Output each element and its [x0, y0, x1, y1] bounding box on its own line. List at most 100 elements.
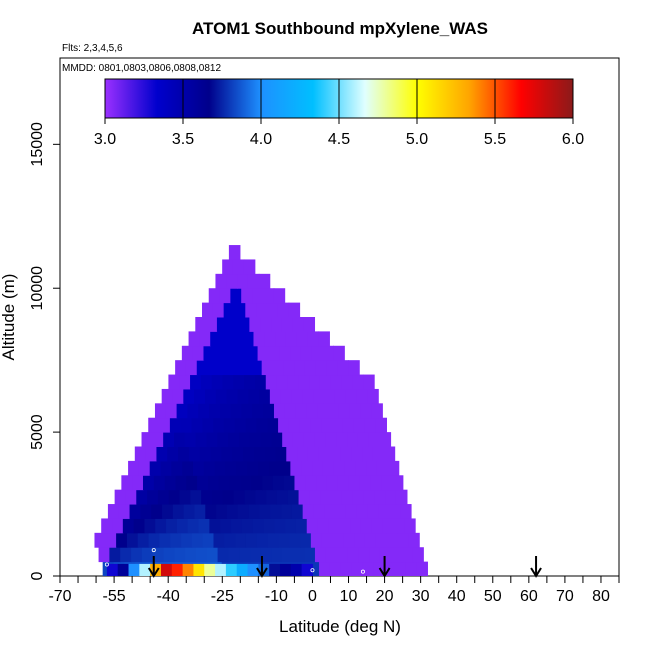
band-cell [117, 563, 130, 576]
field-cell [267, 532, 280, 548]
field-cell [230, 403, 243, 419]
field-cell [252, 403, 264, 419]
field-cell [141, 432, 154, 447]
field-cell [107, 504, 120, 519]
field-cell [221, 331, 233, 347]
field-cell [379, 432, 392, 447]
field-cell [216, 317, 229, 332]
x-tick-label: 40 [448, 588, 466, 605]
field-cell [208, 288, 221, 304]
field-cell [329, 446, 342, 462]
field-cell [366, 460, 378, 476]
field-cell [180, 417, 193, 433]
field-cell [214, 460, 227, 476]
field-cell [195, 547, 208, 563]
field-cell [360, 403, 373, 419]
field-cell [332, 532, 345, 548]
x-tick-label: 30 [412, 588, 430, 605]
field-cell [212, 302, 225, 318]
flights-note: Flts: 2,3,4,5,6 [62, 43, 123, 54]
field-cell [317, 403, 329, 419]
field-cell [199, 331, 211, 347]
field-cell [132, 475, 144, 491]
field-cell [326, 475, 339, 491]
field-cell [144, 518, 157, 534]
band-cell [269, 563, 281, 576]
field-cell [203, 345, 216, 361]
field-cell [260, 317, 272, 332]
field-cell [371, 518, 384, 534]
field-cell [274, 518, 286, 534]
field-cell [389, 504, 401, 519]
field-cell [210, 446, 223, 462]
field-cell [191, 417, 204, 433]
field-cell [219, 403, 232, 419]
field-cell [349, 403, 362, 419]
field-cell [394, 561, 407, 576]
field-cell [359, 475, 371, 491]
field-cell [347, 432, 359, 447]
field-cell [136, 489, 148, 505]
field-cell [256, 302, 268, 318]
band-cell [193, 563, 205, 576]
field-cell [358, 547, 370, 563]
field-cell [375, 417, 387, 433]
field-cell [245, 302, 257, 318]
field-cell [319, 374, 332, 390]
field-cell [345, 388, 358, 404]
field-cell [303, 317, 316, 332]
field-cell [190, 374, 202, 390]
field-cell [253, 331, 266, 347]
field-cell [254, 374, 267, 390]
field-cell [120, 547, 132, 563]
field-cell [283, 475, 296, 491]
field-cell [338, 403, 351, 419]
field-cell [242, 331, 255, 347]
field-cell [299, 417, 312, 433]
field-cell [187, 403, 199, 419]
field-cell [265, 374, 278, 390]
field-cell [192, 460, 205, 476]
field-cell [352, 374, 364, 390]
field-cell [319, 561, 331, 576]
field-cell [321, 532, 334, 548]
field-cell [109, 547, 121, 563]
y-tick-label: 0 [29, 571, 46, 580]
field-cell [222, 259, 234, 275]
field-cell [269, 388, 282, 404]
field-cell [167, 446, 179, 462]
field-cell [231, 331, 244, 347]
field-cell [268, 460, 281, 476]
field-cell [206, 432, 218, 447]
field-cell [391, 475, 404, 491]
band-cell [279, 563, 292, 576]
field-cell [313, 388, 325, 404]
field-cell [140, 504, 152, 519]
field-cell [218, 360, 230, 376]
sample-point [425, 314, 430, 319]
band-cell [128, 563, 140, 576]
field-cell [217, 547, 230, 563]
field-cell [186, 475, 198, 491]
x-tick-label: 60 [520, 588, 538, 605]
field-cell [369, 547, 381, 563]
field-cell [337, 475, 350, 491]
field-cell [362, 561, 374, 576]
band-cell [290, 563, 303, 576]
field-cell [351, 561, 364, 576]
field-cell [390, 547, 403, 563]
field-cell [228, 245, 241, 260]
field-cell [291, 388, 304, 404]
band-cell [215, 563, 227, 576]
field-cell [217, 432, 229, 447]
x-tick-label: 80 [592, 588, 610, 605]
field-cell [267, 417, 279, 433]
field-cell [141, 547, 154, 563]
y-axis: 0 5000 10000 15000 [29, 122, 60, 580]
field-cell [133, 518, 146, 534]
field-cell [172, 504, 185, 519]
field-cell [351, 446, 363, 462]
field-cell [170, 532, 182, 548]
field-cell [227, 317, 240, 332]
field-cell [316, 475, 328, 491]
